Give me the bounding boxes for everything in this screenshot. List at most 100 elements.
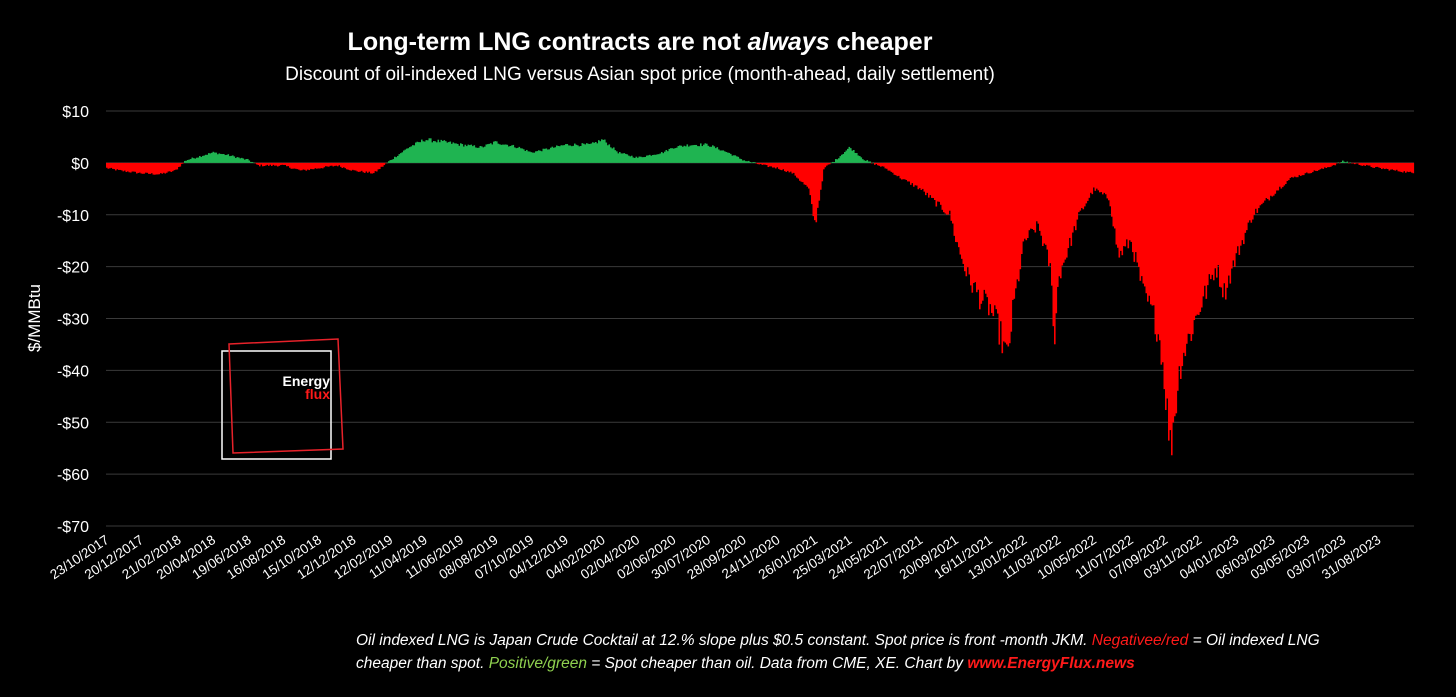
area-mark-negative [1175, 162, 1178, 414]
area-mark-negative [1279, 162, 1281, 187]
area-mark-negative [139, 162, 141, 173]
area-mark-negative [1396, 162, 1398, 170]
area-mark-negative [1259, 162, 1262, 206]
area-mark-positive [869, 161, 872, 163]
area-mark-positive [547, 149, 549, 163]
area-mark-positive [478, 147, 480, 163]
chart-title-emphasis: always [748, 28, 830, 56]
area-mark-negative [1045, 162, 1047, 245]
area-mark-negative [1310, 162, 1313, 174]
area-mark-negative [974, 162, 977, 283]
area-mark-negative [1355, 162, 1358, 164]
area-mark-positive [454, 143, 456, 163]
area-mark-negative [122, 162, 125, 172]
area-mark-positive [211, 152, 213, 163]
area-mark-positive [509, 145, 512, 163]
area-mark-positive [206, 154, 209, 163]
area-mark-positive [217, 154, 219, 163]
area-mark-negative [1147, 162, 1149, 302]
area-mark-negative [817, 162, 819, 208]
area-mark-negative [1166, 162, 1169, 399]
area-mark-negative [1348, 162, 1350, 164]
area-mark-positive [610, 147, 612, 163]
area-mark-positive [634, 157, 636, 163]
area-mark-positive [485, 144, 488, 163]
area-mark-positive [1342, 160, 1344, 163]
area-mark-negative [1331, 162, 1334, 166]
area-mark-negative [1064, 162, 1067, 260]
area-mark-negative [331, 162, 333, 166]
area-mark-negative [1157, 162, 1160, 335]
area-mark-positive [562, 145, 564, 163]
area-mark-negative [383, 162, 386, 166]
area-mark-negative [1283, 162, 1286, 186]
area-mark-negative [1168, 162, 1170, 441]
area-mark-negative [1387, 162, 1389, 170]
area-mark-negative [1127, 162, 1130, 249]
area-mark-positive [389, 160, 392, 163]
area-mark-positive [670, 148, 672, 163]
y-tick-label: -$40 [57, 363, 89, 380]
area-mark-positive [1340, 161, 1343, 163]
area-mark-positive [416, 141, 419, 163]
area-mark-negative [1004, 162, 1007, 343]
area-mark-negative [1165, 162, 1167, 410]
area-mark-negative [1111, 162, 1113, 217]
area-mark-negative [1009, 162, 1011, 344]
area-mark-negative [1372, 162, 1374, 168]
area-mark-positive [713, 146, 716, 163]
area-mark-negative [1063, 162, 1065, 263]
area-mark-positive [599, 141, 602, 163]
area-mark-negative [163, 162, 165, 173]
area-mark-negative [919, 162, 921, 189]
area-mark-negative [1169, 162, 1172, 431]
area-mark-negative [1141, 162, 1143, 277]
area-mark-positive [419, 142, 422, 163]
area-mark-negative [110, 162, 113, 168]
area-mark-negative [299, 162, 302, 171]
area-mark-negative [1192, 162, 1194, 335]
area-mark-negative [116, 162, 119, 170]
area-mark-negative [898, 162, 900, 176]
area-mark-positive [223, 153, 225, 163]
area-mark-negative [1126, 162, 1128, 240]
area-mark-negative [1072, 162, 1074, 233]
area-mark-negative [998, 162, 1001, 345]
area-mark-negative [316, 162, 318, 169]
area-mark-negative [1288, 162, 1290, 181]
area-mark-positive [523, 149, 525, 163]
area-mark-positive [836, 159, 839, 163]
area-mark-negative [755, 162, 758, 164]
area-mark-positive [865, 160, 867, 163]
energyflux-logo: Energy flux [221, 338, 344, 460]
area-mark-positive [205, 154, 207, 163]
area-mark-negative [811, 162, 813, 205]
area-mark-positive [745, 161, 747, 163]
logo-text-flux: flux [305, 386, 330, 402]
footnote-source-link[interactable]: www.EnergyFlux.news [967, 655, 1135, 672]
area-mark-negative [1303, 162, 1305, 176]
area-mark-negative [929, 162, 932, 196]
area-mark-positive [850, 148, 852, 163]
area-mark-negative [1354, 162, 1356, 165]
area-mark-negative [1066, 162, 1068, 258]
footnote-positive-label: Positive/green [488, 655, 587, 672]
area-mark-negative [964, 162, 966, 272]
area-mark-positive [646, 155, 648, 163]
y-tick-label: -$20 [57, 260, 89, 277]
area-mark-positive [857, 155, 860, 163]
area-mark-negative [1133, 162, 1136, 262]
area-mark-positive [469, 145, 471, 163]
area-mark-negative [152, 162, 155, 175]
area-mark-negative [164, 162, 167, 174]
area-mark-negative [953, 162, 956, 236]
area-mark-positive [695, 144, 698, 163]
area-mark-negative [829, 162, 831, 165]
area-mark-positive [628, 155, 630, 163]
footnote-line2-after: = Spot cheaper than oil. Data from CME, … [586, 655, 968, 672]
area-mark-positive [841, 154, 843, 163]
area-mark-positive [1337, 162, 1340, 163]
area-mark-negative [1114, 162, 1116, 229]
area-mark-negative [1010, 162, 1013, 332]
area-mark-negative [1411, 162, 1413, 173]
